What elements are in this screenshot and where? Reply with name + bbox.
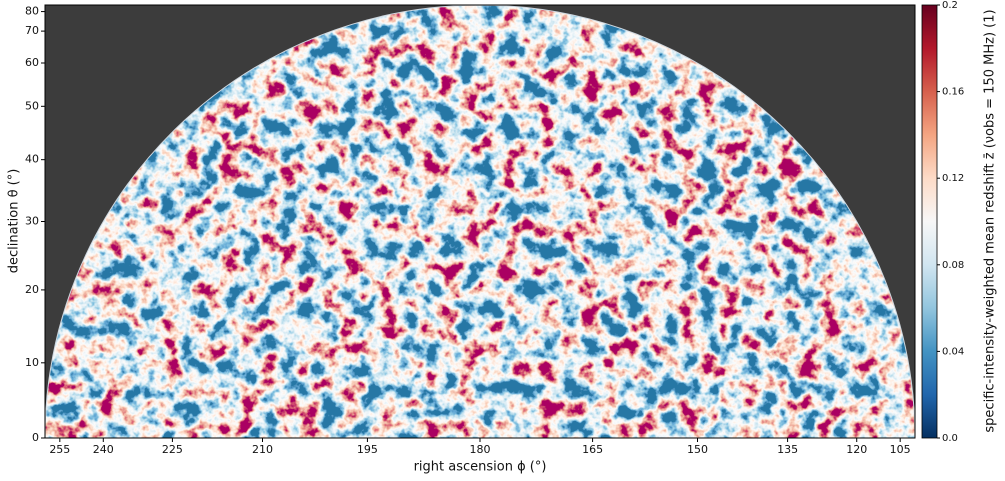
y-tick-label: 80 — [25, 5, 39, 18]
colorbar-tick-label: 0.0 — [942, 433, 958, 444]
x-tick-label: 165 — [582, 443, 603, 456]
x-tick-label: 195 — [357, 443, 378, 456]
colorbar-tick-label: 0.12 — [942, 173, 964, 184]
x-tick-label: 135 — [777, 443, 798, 456]
y-tick-label: 20 — [25, 283, 39, 296]
colorbar-tick-label: 0.2 — [942, 0, 958, 11]
y-tick-label: 0 — [32, 431, 39, 444]
y-tick-label: 10 — [25, 356, 39, 369]
y-tick-label: 50 — [25, 99, 39, 112]
colorbar — [921, 4, 938, 439]
y-axis-label: declination θ (°) — [7, 169, 22, 274]
x-tick-label: 225 — [162, 443, 183, 456]
x-tick-label: 105 — [890, 443, 911, 456]
colorbar-label: specific-intensity-weighted mean redshif… — [983, 9, 998, 432]
x-tick-label: 180 — [470, 443, 491, 456]
colorbar-tick-label: 0.04 — [942, 346, 964, 357]
y-tick-label: 30 — [25, 215, 39, 228]
y-tick-label: 70 — [25, 24, 39, 37]
x-tick-label: 210 — [252, 443, 273, 456]
colorbar-tick-label: 0.16 — [942, 87, 964, 98]
colorbar-tick-label: 0.08 — [942, 260, 964, 271]
x-tick-label: 150 — [687, 443, 708, 456]
x-tick-label: 255 — [49, 443, 70, 456]
x-axis-label: right ascension ϕ (°) — [414, 460, 547, 475]
y-tick-label: 40 — [25, 153, 39, 166]
x-tick-label: 120 — [846, 443, 867, 456]
y-tick-label: 60 — [25, 56, 39, 69]
x-tick-label: 240 — [93, 443, 114, 456]
